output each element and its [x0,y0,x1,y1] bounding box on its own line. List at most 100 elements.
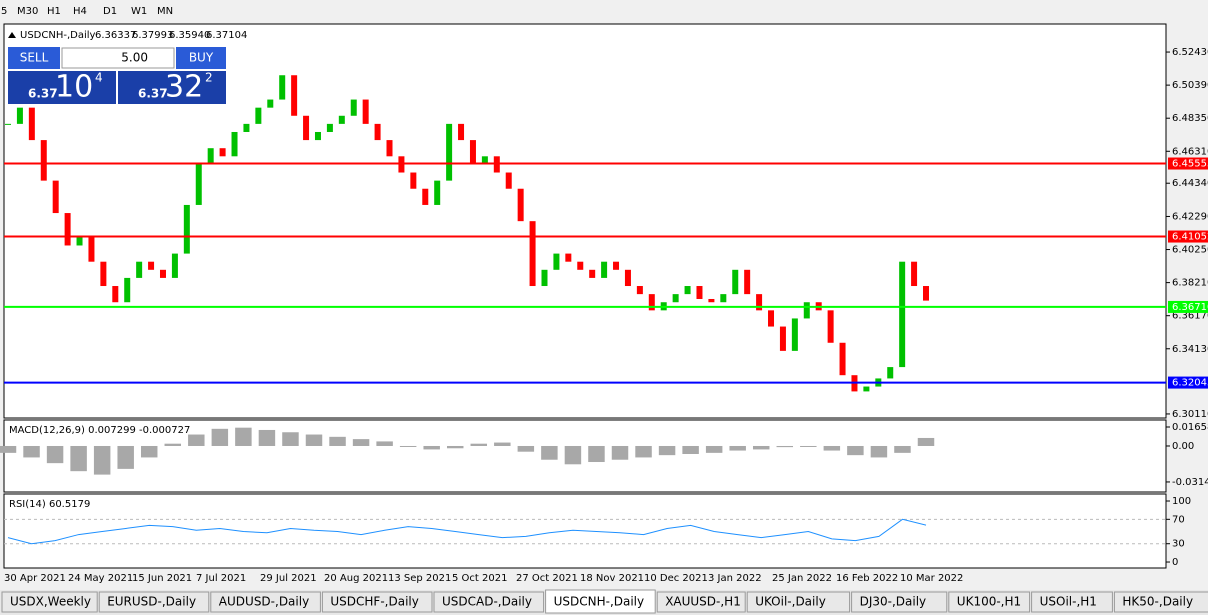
macd-bar [776,445,794,448]
timeframe-button[interactable]: M30 [17,6,38,17]
bid-box[interactable] [8,71,116,104]
tab[interactable] [545,589,656,614]
bid-mid: 10 [55,70,93,105]
x-tick-label: 27 Oct 2021 [516,573,578,584]
tab-label[interactable]: AUDUSD-,Daily [219,595,309,609]
tab-label[interactable]: UK100-,H1 [957,595,1021,609]
timeframe-button[interactable]: W1 [131,6,147,17]
candle [911,261,918,287]
candle [148,261,155,270]
x-tick-label: 30 Apr 2021 [4,573,66,584]
macd-bar [258,429,276,446]
candle [887,367,894,379]
candle [732,269,739,295]
ask-box[interactable] [118,71,226,104]
level-label: 6.45555 [1172,159,1208,170]
volume[interactable]: 5.00 [121,51,148,65]
tab-label[interactable]: DJ30-,Daily [860,595,927,609]
candle [410,172,417,189]
tab[interactable] [948,591,1031,613]
macd-bar [329,436,346,446]
candle [577,261,584,270]
macd-bar [188,434,205,446]
candle [446,123,453,181]
tab[interactable] [1031,591,1113,613]
tab[interactable] [1113,591,1208,613]
candle [100,261,107,287]
toolbar [0,0,1208,22]
y-tick-label: -0.03142 [1172,477,1208,488]
y-tick-label: 6.52430 [1172,47,1208,58]
timeframe-button[interactable]: H1 [47,6,61,17]
y-tick-label: 6.36170 [1172,311,1208,322]
trade-panel: SELL 5.00 BUY 6.37 10 4 6.37 32 2 [8,47,226,105]
candle [40,140,47,181]
candle [159,269,166,278]
tab-label[interactable]: HK50-,Daily [1122,595,1193,609]
macd-bar [470,443,488,446]
chart-title: USDCNH-,Daily [20,30,96,41]
candle [708,298,715,303]
candle [231,131,238,157]
candle [529,221,536,287]
y-tick-label: 6.42290 [1172,211,1208,222]
candle [458,123,465,141]
candle [64,213,71,246]
buy-button[interactable] [176,47,226,69]
timeframe-button[interactable]: H4 [73,6,87,17]
timeframe-button[interactable]: D1 [103,6,117,17]
buy-label[interactable]: BUY [189,51,214,65]
candle [601,261,608,278]
candle [553,253,560,270]
macd-bar [494,442,511,446]
tab-label[interactable]: UKOil-,Daily [755,595,826,609]
tab-label[interactable]: USDX,Weekly [10,595,91,609]
y-tick-label: 30 [1172,539,1185,550]
sell-label[interactable]: SELL [20,51,49,65]
tab[interactable] [98,591,210,613]
tab[interactable] [1,591,98,613]
level-tag [1168,300,1208,313]
tab-label[interactable]: USOil-,H1 [1040,595,1097,609]
candle [112,286,119,303]
rsi-line [7,518,927,545]
quote-value: 6.37993 [132,30,173,41]
macd-bar [823,445,841,451]
tab[interactable] [746,591,851,613]
tab[interactable] [433,591,545,613]
macd-bar [211,428,229,446]
tab-label[interactable]: USDCNH-,Daily [554,595,645,609]
candle [338,115,345,124]
macd-bar [564,445,582,465]
timeframe-button[interactable]: MN [157,6,173,17]
x-tick-label: 16 Feb 2022 [836,573,898,584]
quote-value: 6.36337 [95,30,136,41]
tab-label[interactable]: EURUSD-,Daily [107,595,196,609]
candle [255,107,262,124]
y-tick-label: 70 [1172,514,1185,525]
tab[interactable] [851,591,948,613]
tab-label[interactable]: XAUUSD-,H1 [665,595,741,609]
tab[interactable] [210,591,321,613]
macd-bar [917,437,935,446]
macd-bar [352,439,370,446]
tab-label[interactable]: USDCHF-,Daily [330,595,418,609]
tab[interactable] [656,591,746,613]
candle [350,99,357,116]
candle [314,131,321,141]
quote-value: 6.37104 [206,30,247,41]
candle [16,107,23,124]
candle [88,237,95,262]
tab-label[interactable]: USDCAD-,Daily [442,595,532,609]
candle [899,261,906,368]
volume-input[interactable] [61,47,175,69]
x-tick-label: 10 Mar 2022 [900,573,963,584]
macd-bar [729,445,746,451]
macd-bar [423,445,440,450]
timeframe-button[interactable]: 5 [1,6,7,17]
sell-button[interactable] [8,47,60,69]
tab[interactable] [321,591,433,613]
x-tick-label: 25 Jan 2022 [772,573,832,584]
x-tick-label: 24 May 2021 [68,573,133,584]
